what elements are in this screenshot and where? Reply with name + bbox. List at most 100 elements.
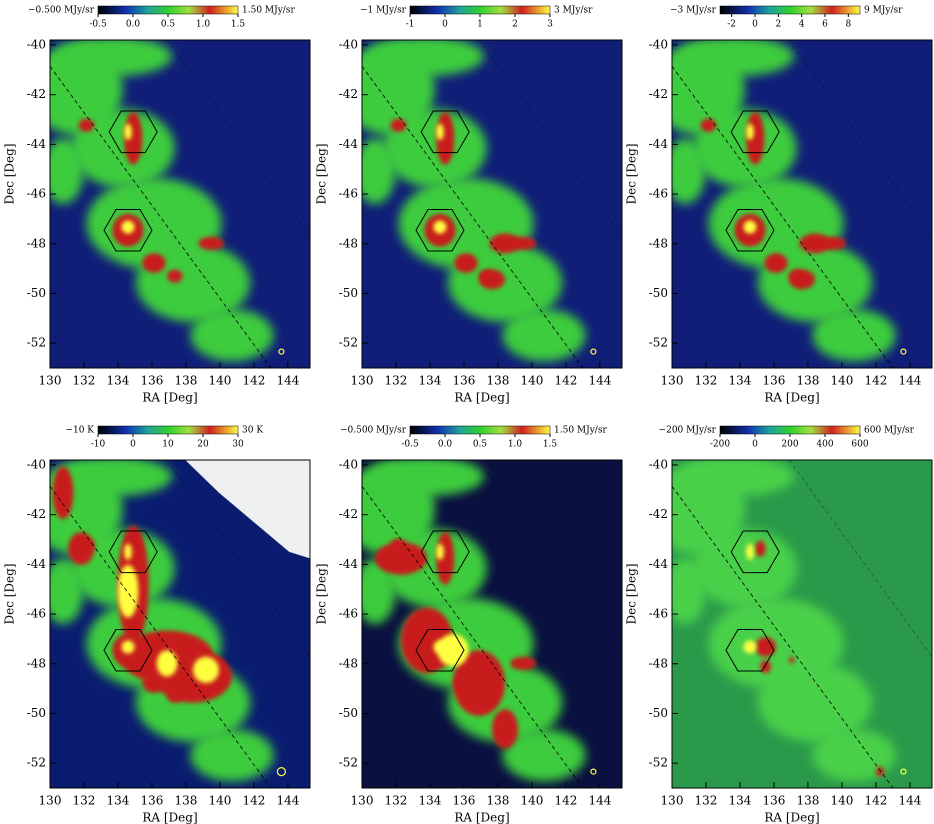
map-blob [433, 220, 447, 234]
beam-marker [900, 768, 907, 775]
colorbar-min-label: −10 K [65, 426, 94, 436]
galactic-line [50, 66, 272, 368]
plot-frame [671, 459, 933, 789]
y-tick-label: -52 [649, 336, 668, 350]
x-axis-label: RA [Deg] [764, 391, 819, 405]
x-axis-label: RA [Deg] [454, 811, 509, 824]
x-tick-label: 134 [729, 374, 752, 388]
colorbar [97, 5, 239, 15]
x-tick-label: 136 [453, 374, 476, 388]
map-blob [124, 123, 132, 141]
map-blob [52, 466, 74, 520]
x-tick-label: 142 [554, 794, 577, 808]
panel: 130 132 134 136 138 140 142 144-40-42-44-46-48-… [625, 6, 933, 405]
x-tick-label: 138 [174, 374, 197, 388]
y-tick-label: -50 [27, 706, 46, 720]
map-blob [746, 543, 754, 561]
map-blob [78, 118, 95, 132]
field-hexagon [725, 628, 775, 672]
field-hexagon [108, 530, 158, 574]
y-axis-label: Dec [Deg] [3, 143, 17, 204]
colorbar-tick-label: -10 [91, 440, 106, 450]
x-tick-label: 134 [729, 794, 752, 808]
map-blob [789, 656, 795, 664]
y-axis-label: Dec [Deg] [315, 143, 329, 204]
x-tick-label: 142 [242, 794, 265, 808]
plot-frame [671, 39, 933, 369]
x-tick-label: 132 [73, 374, 96, 388]
map-blob [789, 269, 815, 290]
beam-marker [900, 348, 907, 355]
x-tick-label: 134 [107, 794, 130, 808]
map-blob [50, 558, 84, 624]
map-blob [121, 640, 135, 654]
map-blob [672, 558, 706, 624]
x-tick-label: 140 [520, 794, 543, 808]
y-tick-label: -40 [27, 37, 46, 51]
x-tick-label: 136 [453, 794, 476, 808]
map-blob [436, 123, 444, 141]
field-hexagon [730, 110, 780, 154]
x-axis-label: RA [Deg] [454, 391, 509, 405]
colorbar-tick-label: 200 [781, 440, 798, 450]
x-tick-label: 132 [73, 794, 96, 808]
map-blob [743, 220, 757, 234]
colorbar-tick-label: 30 [232, 440, 244, 450]
x-tick-label: 138 [486, 374, 509, 388]
y-tick-label: -40 [649, 457, 668, 471]
beam-marker [590, 768, 597, 775]
map-blob [124, 543, 132, 561]
colorbar-tick-label: 4 [799, 20, 805, 30]
x-axis-label: RA [Deg] [764, 811, 819, 824]
x-tick-label: 138 [796, 374, 819, 388]
x-tick-label: 136 [141, 794, 164, 808]
map-blob [454, 253, 478, 273]
y-axis-label: Dec [Deg] [315, 563, 329, 624]
map-blob [692, 108, 797, 188]
colorbar-tick-label: -0.5 [89, 20, 107, 30]
beam-marker [276, 766, 286, 777]
x-tick-label: 138 [486, 794, 509, 808]
panel: 130 132 134 136 138 140 142 144-40-42-44-46-48-… [315, 426, 623, 824]
map-blob [190, 728, 274, 782]
colorbar-tick-label: -200 [710, 440, 730, 450]
map-blob [757, 663, 873, 743]
map-blob [502, 728, 586, 782]
x-tick-label: 142 [554, 374, 577, 388]
galactic-line [362, 66, 584, 368]
y-tick-label: -52 [27, 756, 46, 770]
blank-region [185, 460, 310, 559]
x-tick-label: 144 [898, 794, 921, 808]
x-tick-label: 132 [385, 794, 408, 808]
map-blob [362, 138, 396, 204]
galactic-line [672, 486, 894, 788]
galactic-line [788, 40, 932, 237]
map-blob [876, 766, 884, 777]
x-tick-label: 140 [208, 794, 231, 808]
colorbar-tick-label: 3 [547, 20, 553, 30]
x-tick-label: 138 [174, 794, 197, 808]
panel: 130 132 134 136 138 140 142 144-40-42-44-46-48-… [315, 6, 623, 405]
x-axis-label: RA [Deg] [142, 811, 197, 824]
map-blob [743, 640, 757, 654]
y-axis-label: Dec [Deg] [3, 563, 17, 624]
map-image [50, 40, 310, 368]
y-tick-label: -42 [339, 507, 358, 521]
colorbar-tick-label: 2 [775, 20, 781, 30]
field-hexagon [420, 530, 470, 574]
y-tick-label: -46 [649, 607, 668, 621]
y-tick-label: -42 [339, 87, 358, 101]
x-tick-label: 142 [864, 374, 887, 388]
map-image [672, 40, 932, 368]
field-hexagon [103, 628, 153, 672]
colorbar-max-label: 30 K [242, 426, 263, 436]
map-blob [156, 650, 178, 677]
map-blob [382, 108, 487, 188]
y-tick-label: -48 [649, 656, 668, 670]
colorbar [409, 5, 551, 15]
y-tick-label: -44 [27, 557, 47, 571]
y-tick-label: -46 [27, 607, 46, 621]
x-tick-label: 132 [695, 374, 718, 388]
x-tick-label: 140 [520, 374, 543, 388]
